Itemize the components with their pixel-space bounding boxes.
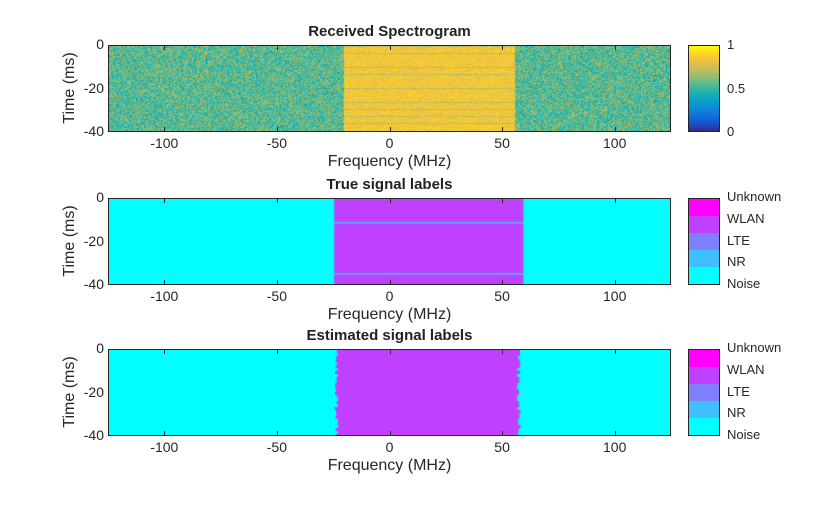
x-tick-mark: [614, 45, 616, 50]
x-tick-label: 0: [385, 439, 394, 455]
x-tick-mark: [164, 198, 166, 203]
colorbar-segment-lte: [689, 384, 719, 401]
colorbar-class-label: Noise: [727, 276, 761, 291]
colorbar-segment-lte: [689, 233, 719, 250]
x-tick-mark: [614, 198, 616, 203]
x-tick-mark: [389, 198, 391, 203]
chart-title: True signal labels: [326, 176, 453, 193]
colorbar: [688, 45, 720, 132]
x-tick-mark: [389, 280, 391, 285]
x-axis-label: Frequency (MHz): [327, 306, 452, 323]
colorbar-segment-unknown: [689, 199, 719, 216]
x-tick-label: -100: [150, 288, 179, 304]
x-tick-mark: [502, 280, 504, 285]
colorbar: [688, 349, 720, 436]
x-tick-mark: [614, 349, 616, 354]
colorbar-segment-noise: [689, 418, 719, 435]
colorbar-segment-nr: [689, 401, 719, 418]
y-tick-label: 0: [96, 189, 104, 205]
colorbar-segment-unknown: [689, 350, 719, 367]
colorbar-segment-wlan: [689, 216, 719, 233]
x-tick-mark: [164, 280, 166, 285]
colorbar-class-label: NR: [727, 405, 746, 421]
x-tick-mark: [276, 349, 278, 354]
x-tick-mark: [164, 431, 166, 436]
y-tick-label: -20: [83, 383, 104, 400]
x-tick-mark: [389, 127, 391, 132]
x-axis-label: Frequency (MHz): [327, 457, 452, 474]
x-tick-label: 0: [385, 288, 394, 304]
colorbar-class-label: NR: [727, 254, 746, 270]
x-tick-label: -50: [266, 135, 287, 151]
spectrogram-image: [109, 46, 670, 131]
x-tick-mark: [502, 45, 504, 50]
x-tick-mark: [614, 280, 616, 285]
x-tick-mark: [614, 431, 616, 436]
y-axis-label: Time (ms): [61, 204, 78, 277]
colorbar-class-label: Unknown: [727, 189, 782, 204]
y-tick-label: -20: [83, 79, 104, 96]
colorbar-segment-wlan: [689, 367, 719, 384]
x-tick-label: 50: [494, 288, 510, 304]
colorbar-segment-nr: [689, 250, 719, 267]
x-tick-mark: [502, 431, 504, 436]
label-map: [109, 199, 670, 284]
colorbar: [688, 198, 720, 285]
chart-title: Received Spectrogram: [308, 23, 471, 40]
colorbar-tick-label: 0: [727, 124, 735, 139]
x-tick-mark: [276, 280, 278, 285]
colorbar-segment-noise: [689, 267, 719, 284]
x-tick-label: -100: [150, 135, 179, 151]
x-tick-mark: [502, 127, 504, 132]
x-tick-mark: [502, 349, 504, 354]
x-tick-mark: [276, 198, 278, 203]
y-tick-label: -40: [83, 427, 104, 443]
x-tick-label: 100: [603, 439, 627, 455]
x-tick-mark: [164, 127, 166, 132]
x-tick-label: 100: [603, 288, 627, 304]
colorbar-class-label: LTE: [727, 383, 750, 399]
x-tick-label: 50: [494, 135, 510, 151]
y-tick-label: 0: [96, 340, 104, 356]
x-tick-label: 50: [494, 439, 510, 455]
colorbar-tick-label: 1: [727, 37, 735, 52]
colorbar-class-label: LTE: [727, 232, 750, 248]
x-tick-label: -50: [266, 439, 287, 455]
label-map: [109, 350, 670, 435]
x-tick-mark: [164, 349, 166, 354]
x-tick-mark: [276, 45, 278, 50]
x-tick-label: -100: [150, 439, 179, 455]
y-tick-label: 0: [96, 36, 104, 52]
y-tick-label: -40: [83, 123, 104, 139]
x-tick-mark: [389, 45, 391, 50]
x-tick-mark: [389, 431, 391, 436]
x-tick-label: 100: [603, 135, 627, 151]
colorbar-class-label: Unknown: [727, 340, 782, 355]
x-tick-label: 0: [385, 135, 394, 151]
y-tick-label: -40: [83, 276, 104, 292]
plot-area: [108, 349, 671, 436]
x-tick-label: -50: [266, 288, 287, 304]
plot-area: [108, 198, 671, 285]
x-tick-mark: [389, 349, 391, 354]
colorbar-class-label: Noise: [727, 427, 761, 442]
colorbar-tick-label: 0.5: [727, 80, 746, 96]
x-tick-mark: [276, 431, 278, 436]
chart-title: Estimated signal labels: [306, 327, 473, 344]
y-axis-label: Time (ms): [61, 51, 78, 124]
y-tick-label: -20: [83, 232, 104, 249]
colorbar-class-label: WLAN: [727, 361, 765, 377]
x-tick-mark: [614, 127, 616, 132]
x-tick-mark: [164, 45, 166, 50]
x-tick-mark: [502, 198, 504, 203]
y-axis-label: Time (ms): [61, 355, 78, 428]
x-tick-mark: [276, 127, 278, 132]
colorbar-class-label: WLAN: [727, 210, 765, 226]
plot-area: [108, 45, 671, 132]
x-axis-label: Frequency (MHz): [327, 153, 452, 170]
